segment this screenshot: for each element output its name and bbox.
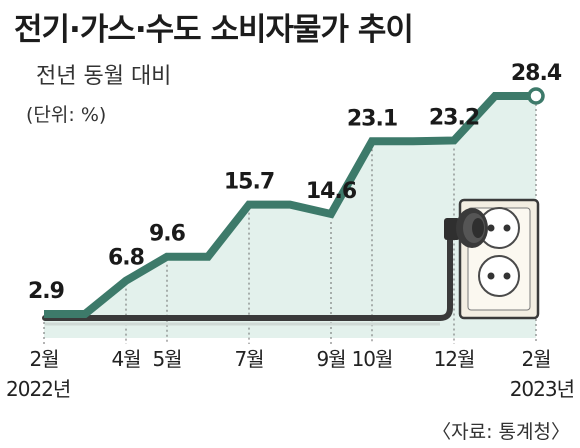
area-layer <box>44 96 536 338</box>
x-year-label: 2022년 <box>6 377 70 401</box>
series-end-marker <box>527 87 545 105</box>
data-label: 9.6 <box>149 222 186 247</box>
data-label: 14.6 <box>306 179 357 204</box>
source-note: 〈자료: 통계청〉 <box>432 421 570 443</box>
chart-subtitle: 전년 동월 대비 <box>36 64 172 89</box>
tick-layer: 2월 4월 5월 7월 9월 10월 12월 2월 2022년 2023년 <box>6 347 575 401</box>
data-label: 23.1 <box>347 106 397 131</box>
data-label: 2.9 <box>28 279 64 304</box>
series-line <box>44 92 536 318</box>
line-layer <box>44 92 536 318</box>
label-layer: 2.9 6.89.6 15.7 14.6 23.1 23.2 28.4 <box>28 61 563 304</box>
x-year-label: 2023년 <box>510 377 574 401</box>
data-label: 15.7 <box>224 170 274 195</box>
plug-cable <box>42 229 453 321</box>
x-tick-label: 12월 <box>434 347 475 371</box>
chart-area-fill <box>44 96 536 338</box>
x-tick-label: 4월 <box>111 347 140 371</box>
x-tick-label: 5월 <box>152 347 181 371</box>
data-label: 28.4 <box>511 61 562 86</box>
x-tick-label: 2월 <box>521 347 550 371</box>
chart-title: 전기·가스·수도 소비자물가 추이 <box>14 12 414 48</box>
x-tick-label: 9월 <box>316 347 345 371</box>
marker-layer <box>527 87 545 105</box>
data-label: 23.2 <box>429 105 479 130</box>
x-tick-label: 10월 <box>352 347 393 371</box>
plug-illustration <box>42 198 540 326</box>
power-plug-icon <box>444 208 488 248</box>
x-tick-label: 7월 <box>234 347 263 371</box>
data-label: 6.8 <box>108 246 144 271</box>
x-tick-label: 2월 <box>29 347 58 371</box>
unit-label: (단위: %) <box>26 104 107 126</box>
